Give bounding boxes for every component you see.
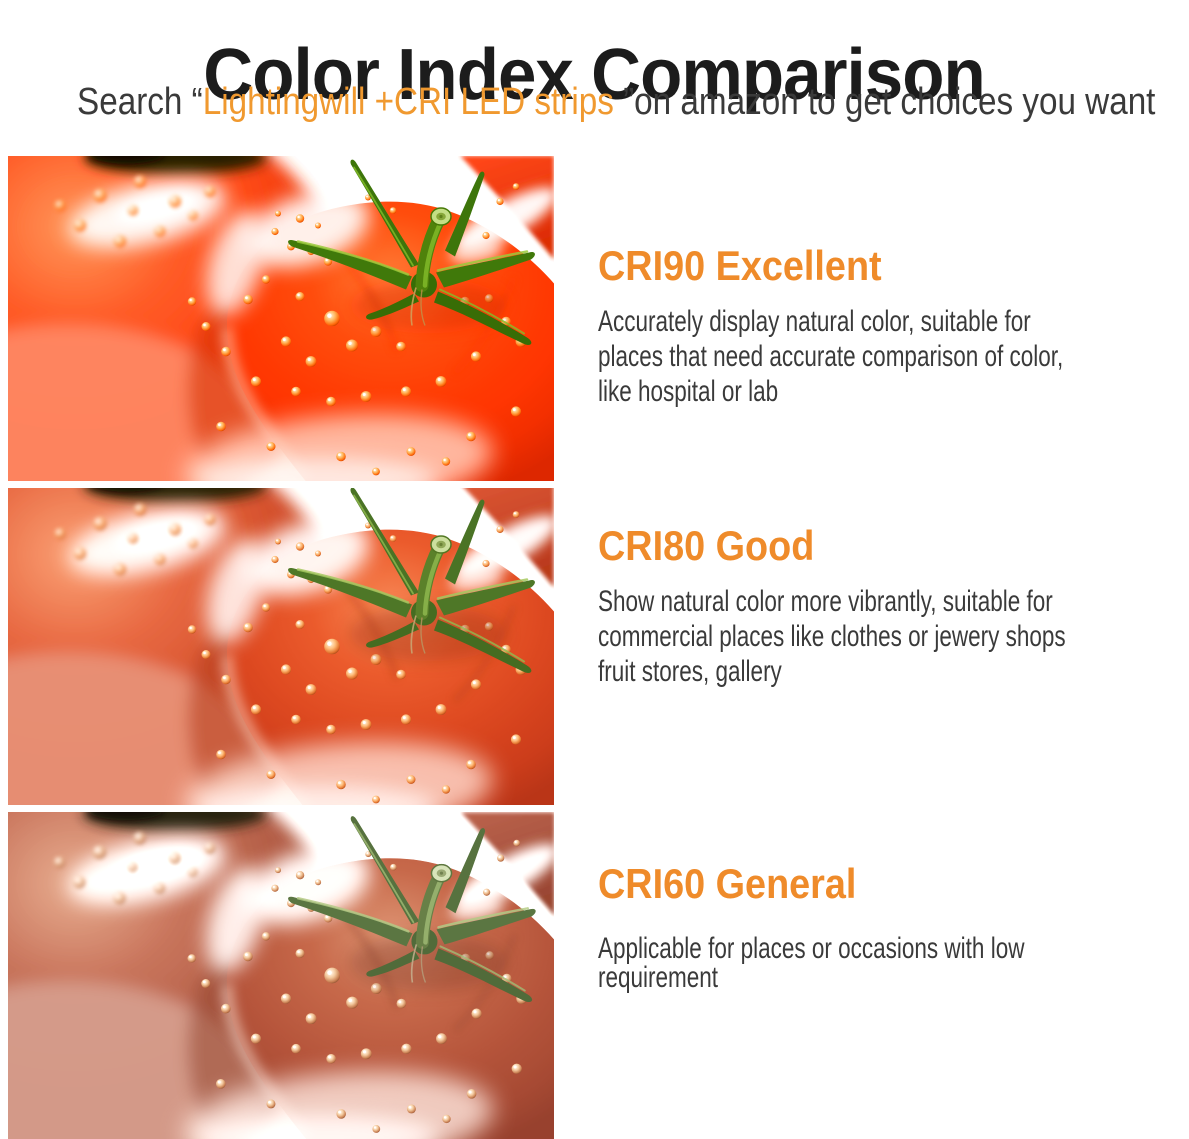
cri60-description: Applicable for places or occasions with …: [598, 932, 1025, 994]
section-cri60: CRI60 General Applicable for places or o…: [598, 860, 1183, 994]
subtitle: Search “Lightingwill +CRI LED strips ”on…: [0, 83, 1189, 121]
page-title: Color Index Comparison: [0, 39, 1189, 111]
tomato-photo-cri80: [8, 488, 554, 805]
section-cri80: CRI80 Good Show natural color more vibra…: [598, 522, 1183, 689]
cri80-heading: CRI80 Good: [598, 522, 815, 569]
cri80-description: Show natural color more vibrantly, suita…: [598, 585, 1066, 688]
section-cri90: CRI90 Excellent Accurately display natur…: [598, 242, 1183, 409]
page-title-text: Color Index Comparison: [203, 35, 986, 116]
subtitle-prefix: Search “: [77, 81, 203, 123]
cri60-heading: CRI60 General: [598, 860, 857, 907]
tomato-photo-cri60: [8, 812, 554, 1139]
subtitle-search-term: Lightingwill +CRI LED strips: [202, 81, 624, 123]
cri90-heading: CRI90 Excellent: [598, 242, 882, 289]
cri90-description: Accurately display natural color, suitab…: [598, 305, 1064, 408]
subtitle-suffix: ”on amazon to get choices you want: [623, 81, 1156, 123]
tomato-photo-cri90: [8, 156, 554, 481]
